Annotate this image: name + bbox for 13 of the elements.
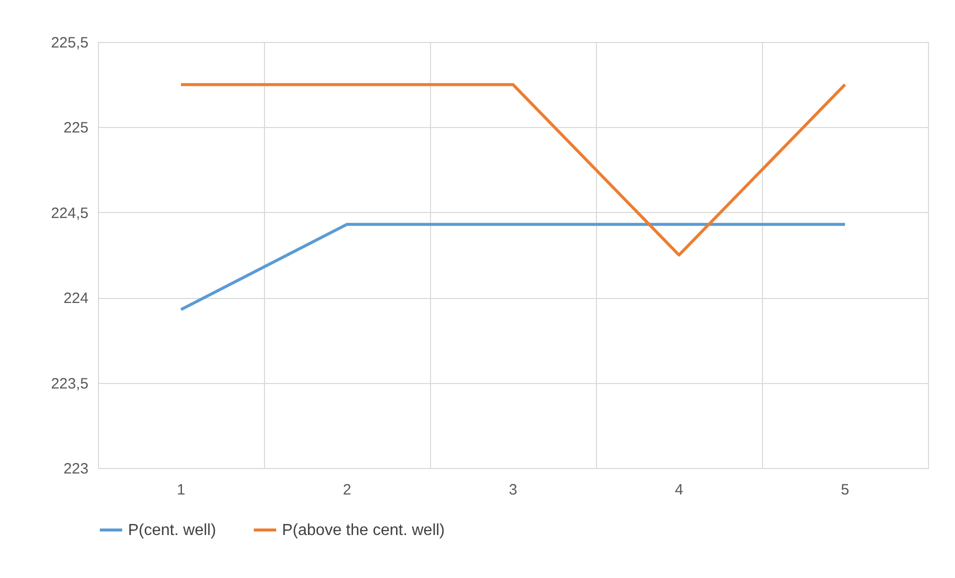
x-tick-label: 4 — [674, 482, 684, 498]
legend-label: P(cent. well) — [128, 522, 216, 539]
y-tick-label: 225 — [63, 120, 88, 137]
y-tick-label: 225,5 — [50, 34, 88, 52]
legend-label: P(above the cent. well) — [282, 522, 445, 539]
x-tick-label: 1 — [176, 482, 186, 498]
y-tick-label: 224 — [63, 290, 88, 308]
x-tick-label: 5 — [840, 482, 850, 498]
y-tick-label: 223,5 — [50, 375, 88, 392]
x-tick-label: 2 — [342, 482, 352, 498]
x-tick-label: 3 — [508, 482, 518, 498]
y-tick-label: 224,5 — [50, 204, 88, 222]
y-tick-label: 223 — [63, 460, 88, 478]
